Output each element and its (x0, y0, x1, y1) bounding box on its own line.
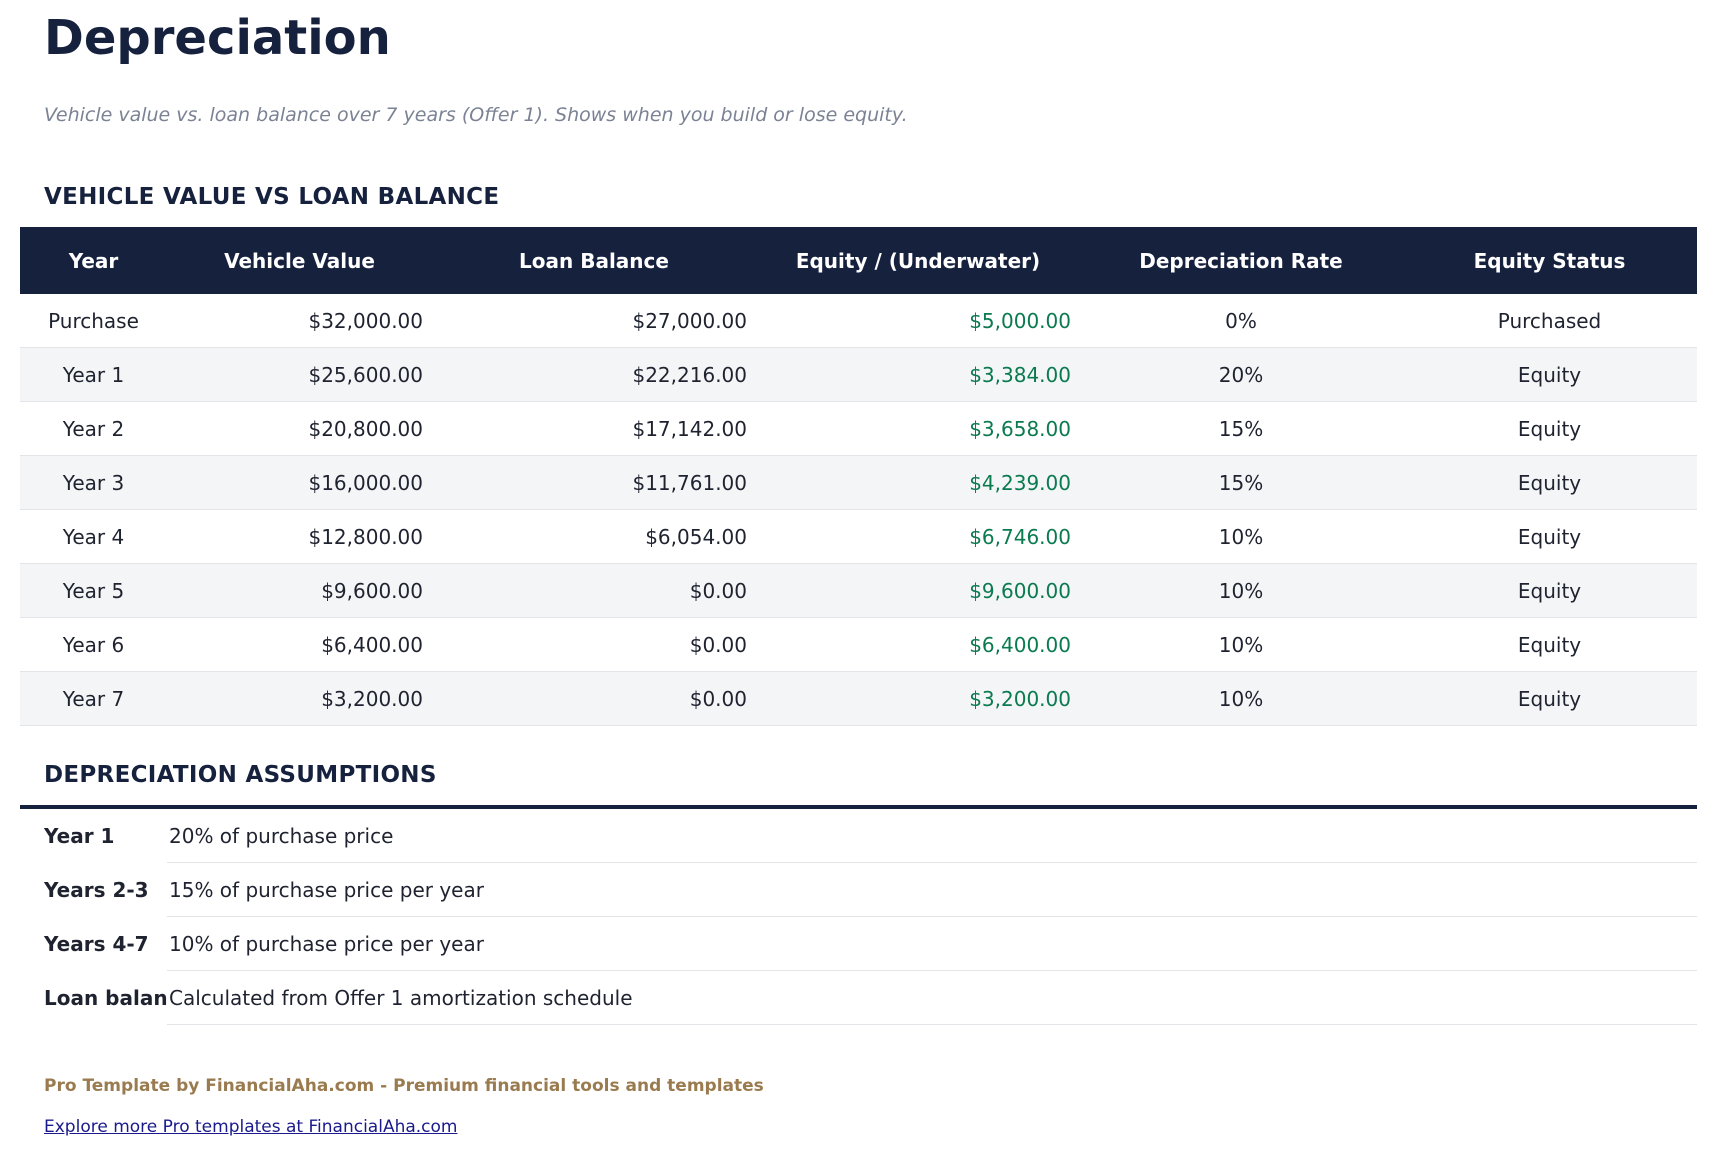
assumption-label: Loan balance (44, 985, 167, 1010)
table-cell: $3,200.00 (167, 671, 432, 726)
table-cell: Year 5 (20, 563, 167, 618)
table-cell: Equity (1402, 401, 1697, 456)
table-cell: Equity (1402, 563, 1697, 618)
assumption-value: 15% of purchase price per year (167, 862, 1697, 917)
table-cell: $22,216.00 (432, 347, 756, 402)
table-cell: $32,000.00 (167, 294, 432, 348)
table-cell: Equity (1402, 617, 1697, 672)
assumption-label: Year 1 (44, 823, 115, 848)
table-cell: $27,000.00 (432, 294, 756, 348)
table-cell: 20% (1080, 347, 1402, 402)
table-cell: $17,142.00 (432, 401, 756, 456)
table-cell: Year 2 (20, 401, 167, 456)
table-cell: Purchased (1402, 294, 1697, 348)
column-header: Equity / (Underwater) (756, 227, 1080, 294)
table-cell: $9,600.00 (756, 563, 1080, 618)
table-cell: $6,054.00 (432, 509, 756, 564)
column-header: Depreciation Rate (1080, 227, 1402, 294)
table-cell: $9,600.00 (167, 563, 432, 618)
assumption-value: 20% of purchase price (167, 807, 1697, 863)
table-row: Year 4 $12,800.00 $6,054.00 $6,746.00 10% Equ… (20, 509, 1697, 564)
table-cell: 10% (1080, 617, 1402, 672)
assumptions-table: Year 1 20% of purchase price Years 2-3 15% … (20, 805, 1697, 1025)
table-cell: $5,000.00 (756, 294, 1080, 348)
table-cell: Year 6 (20, 617, 167, 672)
table-cell: $16,000.00 (167, 455, 432, 510)
table-cell: $12,800.00 (167, 509, 432, 564)
table-cell: Equity (1402, 455, 1697, 510)
table-cell: Equity (1402, 671, 1697, 726)
table-cell: $6,746.00 (756, 509, 1080, 564)
table-cell: $3,384.00 (756, 347, 1080, 402)
footer-credit: Pro Template by FinancialAha.com - Premi… (44, 1076, 764, 1096)
table-cell: $3,200.00 (756, 671, 1080, 726)
table-cell: Year 7 (20, 671, 167, 726)
table-cell: Purchase (20, 294, 167, 348)
table-cell: $0.00 (432, 563, 756, 618)
table-row: Year 7 $3,200.00 $0.00 $3,200.00 10% Equity (20, 671, 1697, 726)
header-row: Year Vehicle Value Loan Balance Equity / (U… (20, 227, 1697, 294)
table-cell: $6,400.00 (756, 617, 1080, 672)
assumption-row: Years 2-3 15% of purchase price per year (20, 862, 1697, 917)
column-header: Vehicle Value (167, 227, 432, 294)
table-row: Year 1 $25,600.00 $22,216.00 $3,384.00 20% Eq… (20, 347, 1697, 402)
section-title: DEPRECIATION ASSUMPTIONS (44, 762, 437, 788)
table-cell: 10% (1080, 671, 1402, 726)
table-cell: $20,800.00 (167, 401, 432, 456)
table-cell: 15% (1080, 401, 1402, 456)
table-row: Year 6 $6,400.00 $0.00 $6,400.00 10% Equity (20, 617, 1697, 672)
table-row: Year 2 $20,800.00 $17,142.00 $3,658.00 15% Eq… (20, 401, 1697, 456)
table-row: Year 5 $9,600.00 $0.00 $9,600.00 10% Equity (20, 563, 1697, 618)
table-cell: 10% (1080, 509, 1402, 564)
column-header: Year (20, 227, 167, 294)
table-cell: 15% (1080, 455, 1402, 510)
table-row: Year 3 $16,000.00 $11,761.00 $4,239.00 15% Eq… (20, 455, 1697, 510)
table-cell: 0% (1080, 294, 1402, 348)
table-cell: Year 3 (20, 455, 167, 510)
assumption-row: Loan balanceCalculated from Offer 1 amor… (20, 970, 1697, 1025)
table-cell: $11,761.00 (432, 455, 756, 510)
section-title: VEHICLE VALUE VS LOAN BALANCE (44, 184, 500, 210)
assumption-row: Year 1 20% of purchase price (20, 807, 1697, 863)
table-cell: $0.00 (432, 617, 756, 672)
assumption-row: Years 4-7 10% of purchase price per year (20, 916, 1697, 971)
depreciation-table: Year Vehicle Value Loan Balance Equity / (U… (20, 227, 1697, 726)
table-cell: $25,600.00 (167, 347, 432, 402)
table-cell: $6,400.00 (167, 617, 432, 672)
table-cell: Year 1 (20, 347, 167, 402)
table-body: Purchase $32,000.00 $27,000.00 $5,000.00 0% P… (20, 294, 1697, 726)
table-cell: $3,658.00 (756, 401, 1080, 456)
table-cell: $0.00 (432, 671, 756, 726)
table-cell: Year 4 (20, 509, 167, 564)
table-cell: Equity (1402, 347, 1697, 402)
assumption-value: Calculated from Offer 1 amortization sch… (167, 970, 1697, 1025)
column-header: Equity Status (1402, 227, 1697, 294)
subtitle: Vehicle value vs. loan balance over 7 ye… (44, 104, 908, 126)
footer-link[interactable]: Explore more Pro templates at FinancialA… (44, 1117, 458, 1137)
column-header: Loan Balance (432, 227, 756, 294)
table-row: Purchase $32,000.00 $27,000.00 $5,000.00 0% P… (20, 294, 1697, 348)
assumption-value: 10% of purchase price per year (167, 916, 1697, 971)
table-cell: Equity (1402, 509, 1697, 564)
assumption-label: Years 4-7 (44, 931, 149, 956)
assumption-label: Years 2-3 (44, 877, 149, 902)
table-cell: $4,239.00 (756, 455, 1080, 510)
table-cell: 10% (1080, 563, 1402, 618)
page-title: Depreciation (44, 10, 391, 66)
